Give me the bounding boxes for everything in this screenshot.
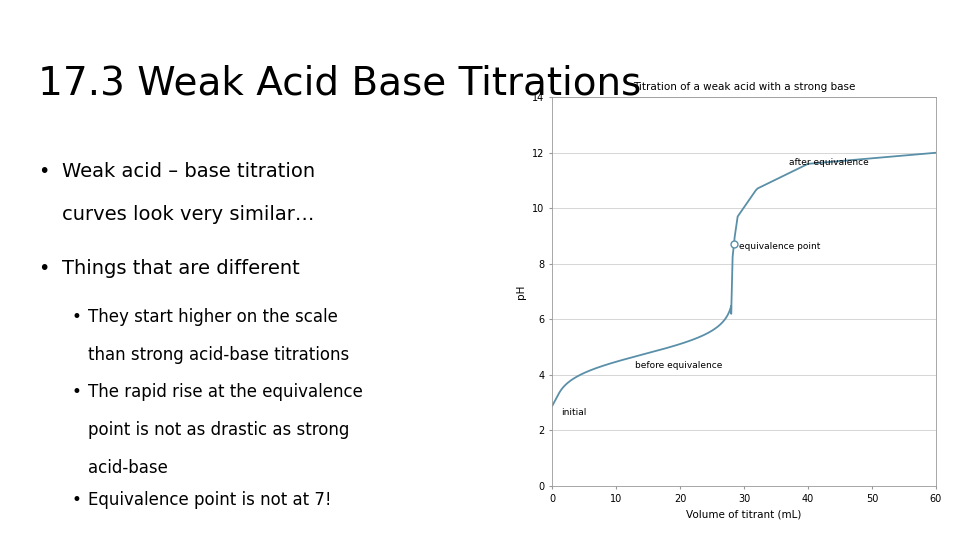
Text: The rapid rise at the equivalence: The rapid rise at the equivalence [88, 383, 363, 401]
Text: Things that are different: Things that are different [62, 259, 300, 278]
Text: than strong acid-base titrations: than strong acid-base titrations [88, 346, 349, 363]
Text: after equivalence: after equivalence [789, 158, 869, 167]
Text: •: • [72, 308, 82, 326]
Text: They start higher on the scale: They start higher on the scale [88, 308, 338, 326]
Text: Weak acid – base titration: Weak acid – base titration [62, 162, 316, 181]
Text: curves look very similar…: curves look very similar… [62, 205, 315, 224]
Text: Equivalence point is not at 7!: Equivalence point is not at 7! [88, 491, 332, 509]
Text: before equivalence: before equivalence [636, 361, 723, 370]
Title: Titration of a weak acid with a strong base: Titration of a weak acid with a strong b… [633, 82, 855, 92]
Text: point is not as drastic as strong: point is not as drastic as strong [88, 421, 349, 439]
Text: equivalence point: equivalence point [739, 241, 820, 251]
Text: acid-base: acid-base [88, 459, 168, 477]
Y-axis label: pH: pH [516, 285, 526, 299]
Text: initial: initial [562, 408, 587, 417]
Text: 17.3 Weak Acid Base Titrations: 17.3 Weak Acid Base Titrations [38, 65, 641, 103]
Text: •: • [38, 162, 50, 181]
Text: •: • [38, 259, 50, 278]
X-axis label: Volume of titrant (mL): Volume of titrant (mL) [686, 509, 802, 519]
Text: •: • [72, 383, 82, 401]
Text: •: • [72, 491, 82, 509]
